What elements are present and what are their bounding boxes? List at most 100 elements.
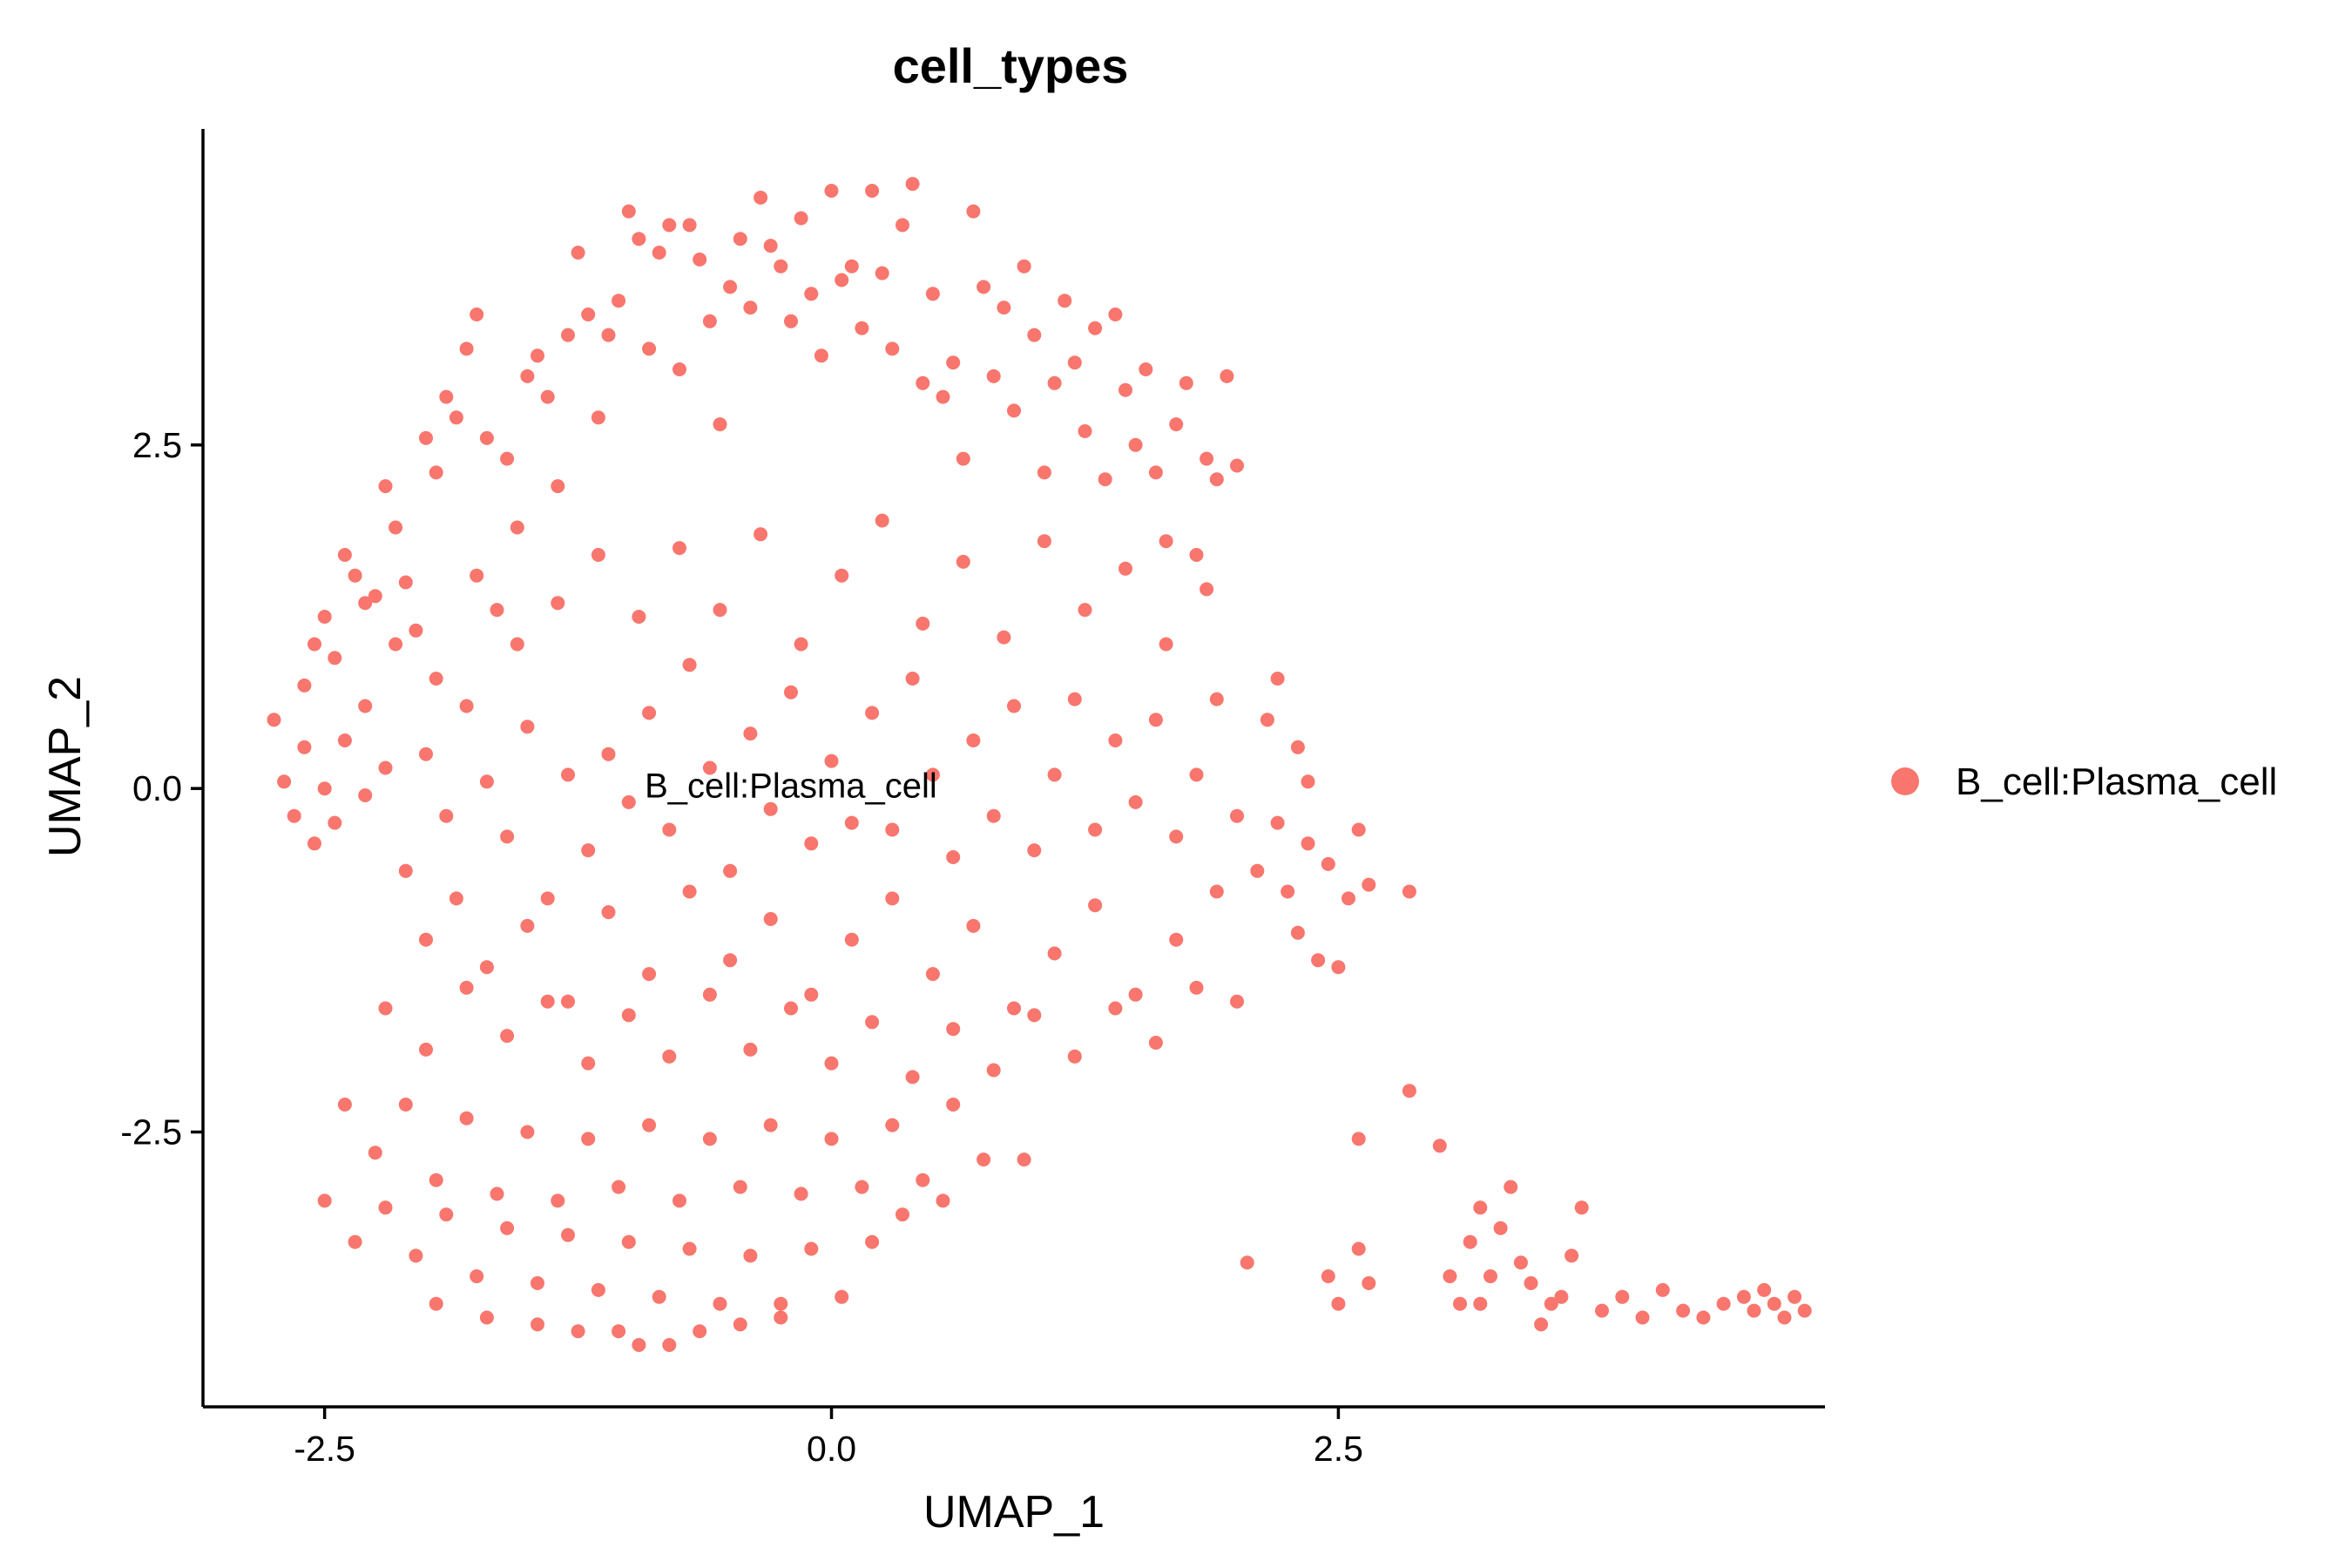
data-point (1189, 767, 1204, 782)
data-point (642, 1118, 657, 1132)
data-point (966, 204, 981, 219)
data-point (1281, 884, 1295, 899)
data-point (409, 623, 423, 638)
data-point (1007, 403, 1021, 418)
data-point (1696, 1310, 1711, 1325)
data-point (1159, 534, 1173, 549)
data-point (1342, 891, 1355, 906)
legend: B_cell:Plasma_cell (1891, 760, 2277, 803)
data-point (1554, 1289, 1569, 1304)
data-point (1321, 856, 1335, 871)
data-point (844, 815, 859, 830)
data-point (1119, 382, 1132, 397)
y-tick-label: 0.0 (132, 768, 182, 808)
data-point (804, 1241, 819, 1256)
data-point (814, 348, 828, 363)
data-point (1159, 637, 1173, 652)
data-point (429, 1173, 443, 1187)
data-point (804, 987, 819, 1002)
data-point (1311, 953, 1326, 968)
legend-key-marker (1891, 767, 1919, 795)
data-point (1108, 733, 1123, 747)
data-point (1047, 375, 1062, 390)
data-point (642, 341, 657, 356)
data-point (1493, 1220, 1508, 1235)
data-point (439, 389, 454, 404)
data-point (1544, 1296, 1558, 1311)
data-point (500, 1029, 515, 1044)
data-point (1240, 1255, 1254, 1270)
data-point (1108, 308, 1123, 321)
data-point (723, 280, 738, 294)
data-point (632, 1338, 646, 1352)
data-point (277, 774, 292, 789)
data-point (470, 308, 484, 321)
data-point (1443, 1269, 1457, 1284)
data-point (571, 1324, 585, 1339)
data-point (956, 451, 970, 466)
data-point (398, 575, 413, 590)
data-point (682, 1241, 697, 1256)
data-point (479, 1310, 494, 1325)
data-point (1047, 946, 1062, 961)
data-point (733, 1317, 747, 1332)
data-point (885, 822, 900, 837)
data-point (672, 1193, 686, 1208)
data-point (702, 1132, 717, 1146)
data-point (1200, 582, 1214, 597)
data-point (662, 218, 677, 233)
data-point (662, 1338, 677, 1352)
y-tick-label: 2.5 (132, 425, 182, 465)
data-point (490, 603, 504, 618)
data-point (925, 767, 940, 782)
data-point (591, 548, 605, 562)
data-point (1290, 925, 1305, 940)
data-point (1260, 713, 1274, 727)
data-point (632, 610, 646, 624)
data-point (1797, 1303, 1812, 1318)
data-point (581, 1056, 596, 1071)
data-point (662, 1049, 677, 1064)
data-point (551, 596, 565, 611)
data-point (1504, 1179, 1518, 1194)
data-point (1209, 884, 1224, 899)
data-point (1747, 1303, 1761, 1318)
data-point (1209, 472, 1224, 487)
data-point (1128, 987, 1143, 1002)
data-point (581, 843, 596, 858)
data-point (1067, 355, 1082, 370)
data-point (287, 808, 301, 823)
data-point (1301, 774, 1315, 789)
data-point (1230, 808, 1244, 823)
data-point (1432, 1139, 1447, 1153)
data-point (986, 1063, 1001, 1078)
data-point (520, 368, 535, 383)
data-point (824, 184, 839, 198)
data-point (693, 252, 707, 267)
data-point (540, 891, 555, 906)
data-point (1067, 1049, 1082, 1064)
data-point (977, 1152, 991, 1167)
data-point (267, 713, 281, 727)
data-point (1027, 843, 1042, 858)
data-point (1534, 1317, 1549, 1332)
data-point (1716, 1296, 1731, 1311)
data-point (297, 678, 312, 693)
data-point (1574, 1200, 1589, 1215)
x-tick-label: 0.0 (807, 1429, 856, 1469)
data-point (956, 554, 970, 569)
y-tick-label: -2.5 (120, 1112, 182, 1152)
data-point (702, 314, 717, 328)
data-point (1655, 1282, 1670, 1297)
data-point (348, 568, 362, 583)
data-point (702, 760, 717, 775)
data-point (348, 1234, 362, 1249)
data-point (1290, 740, 1305, 754)
data-point (1331, 960, 1346, 975)
data-point (1362, 877, 1376, 892)
data-point (540, 994, 555, 1009)
data-point (905, 177, 920, 192)
data-point (459, 1111, 474, 1125)
data-point (885, 1118, 900, 1132)
data-point (328, 815, 342, 830)
